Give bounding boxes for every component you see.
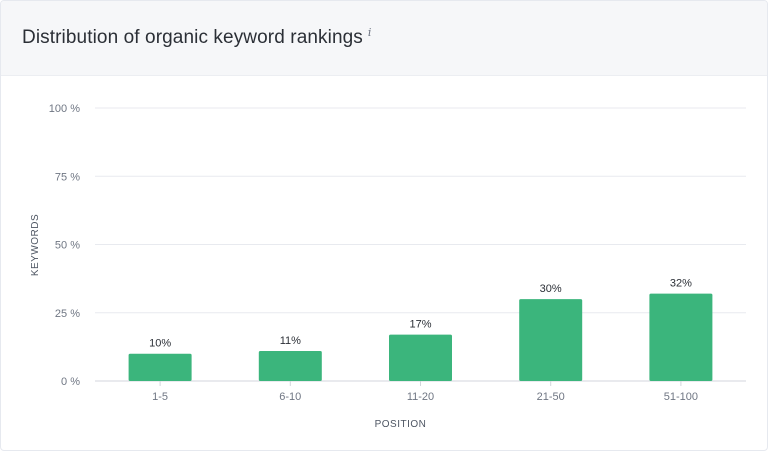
x-tick-label: 6-10 (279, 391, 301, 403)
y-tick-label: 25 % (55, 308, 80, 320)
bar-value-label: 11% (280, 335, 301, 347)
y-tick-label: 0 % (61, 376, 80, 388)
y-axis-title: KEYWORDS (30, 214, 41, 276)
bar-value-label: 32% (670, 278, 692, 290)
bar (519, 299, 583, 381)
x-tick-label: 51-100 (664, 391, 698, 403)
y-tick-label: 50 % (55, 240, 80, 252)
y-tick-label: 75 % (55, 171, 80, 183)
card-header: Distribution of organic keyword rankings… (1, 1, 767, 76)
y-tick-label: 100 % (49, 103, 80, 115)
chart-title-text: Distribution of organic keyword rankings (22, 27, 363, 48)
bar-value-label: 30% (540, 283, 562, 295)
bar (649, 293, 713, 381)
x-tick-label: 21-50 (537, 391, 565, 403)
x-axis-title: POSITION (375, 419, 427, 430)
bar (128, 353, 192, 381)
info-icon[interactable]: i (367, 26, 372, 39)
bar-value-label: 17% (409, 319, 431, 331)
chart-title: Distribution of organic keyword rankings… (22, 26, 372, 49)
bar (258, 350, 322, 381)
x-tick-label: 1-5 (152, 391, 168, 403)
bar-value-label: 10% (149, 338, 171, 350)
bar (389, 334, 452, 381)
x-tick-label: 11-20 (407, 391, 434, 403)
